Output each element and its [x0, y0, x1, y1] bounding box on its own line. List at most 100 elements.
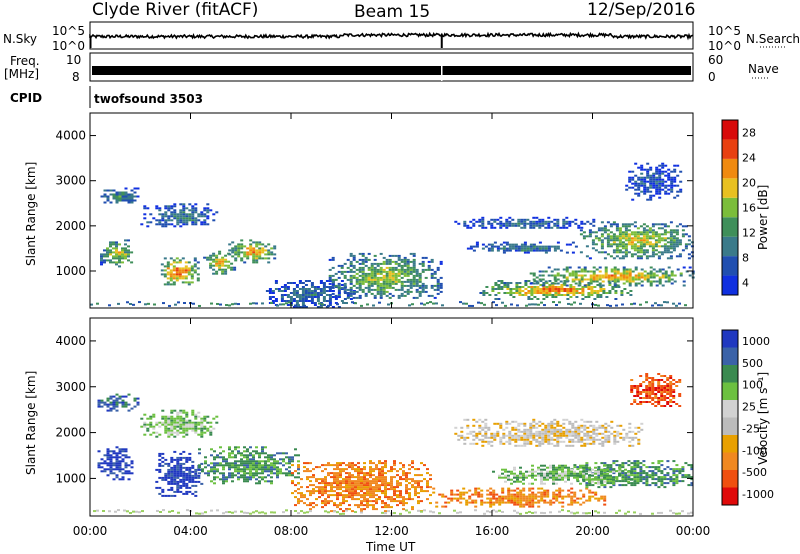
velocity-cell: [535, 422, 539, 425]
velocity-cell: [456, 493, 460, 496]
power-cell: [544, 247, 548, 250]
power-cell: [127, 197, 131, 200]
power-cell: [301, 288, 305, 290]
velocity-cell: [234, 462, 237, 465]
velocity-cell: [402, 464, 405, 467]
velocity-cell: [115, 403, 119, 406]
power-cell: [572, 292, 576, 294]
velocity-cell: [408, 478, 411, 481]
power-cell: [676, 164, 680, 167]
velocity-cell: [651, 381, 655, 383]
velocity-cell: [209, 431, 213, 434]
power-cell: [215, 260, 219, 263]
power-cell: [212, 272, 216, 275]
power-cell: [206, 217, 210, 220]
power-cell: [313, 294, 317, 296]
velocity-cell: [639, 401, 643, 403]
velocity-cell: [621, 464, 625, 467]
power-cell: [675, 237, 679, 240]
power-near-range-cell: [468, 304, 471, 307]
velocity-cell: [564, 495, 568, 498]
velocity-cell: [191, 460, 195, 463]
velocity-cell: [203, 431, 207, 434]
velocity-cell: [408, 496, 411, 499]
velocity-cell: [276, 462, 279, 465]
velocity-cell: [592, 424, 596, 427]
velocity-cell: [240, 454, 243, 457]
velocity-cell: [520, 430, 524, 433]
power-cell: [596, 296, 600, 298]
freq-unit-label: [MHz]: [4, 67, 40, 81]
power-cell: [554, 294, 558, 296]
velocity-cell: [657, 389, 661, 391]
power-cell: [517, 245, 521, 248]
velocity-cell: [384, 460, 387, 463]
power-cell: [678, 241, 682, 244]
velocity-cell: [357, 494, 360, 497]
power-cell: [394, 260, 398, 263]
velocity-cell: [124, 472, 128, 475]
power-cell: [532, 245, 536, 248]
power-cell: [562, 226, 566, 229]
power-ytick-label: 4000: [55, 129, 86, 143]
power-cell: [172, 261, 176, 264]
power-cell: [529, 247, 533, 250]
velocity-cell: [185, 433, 189, 436]
velocity-cell: [609, 486, 613, 489]
velocity-cell: [309, 490, 312, 493]
velocity-cell: [297, 502, 300, 505]
power-cell: [550, 245, 554, 248]
power-cell: [161, 223, 165, 226]
velocity-cell: [687, 476, 691, 479]
power-cell: [690, 255, 694, 258]
power-cell: [376, 290, 380, 293]
velocity-cell: [121, 454, 125, 457]
velocity-cell: [216, 476, 219, 479]
velocity-cell: [634, 432, 638, 435]
velocity-cell: [118, 460, 122, 463]
velocity-cell: [300, 500, 303, 503]
velocity-cell: [633, 401, 637, 403]
velocity-cell: [164, 415, 168, 418]
power-near-range-cell: [426, 302, 429, 305]
velocity-cell: [405, 502, 408, 505]
velocity-cell: [179, 452, 183, 455]
power-near-range-cell: [558, 301, 561, 304]
velocity-cell: [312, 484, 315, 487]
power-cell: [512, 292, 516, 294]
power-cell: [606, 253, 610, 256]
power-cell: [243, 245, 247, 248]
power-cell: [511, 224, 515, 227]
velocity-cell: [514, 440, 518, 443]
velocity-cell: [405, 488, 408, 491]
power-cell: [518, 286, 522, 288]
power-cell: [611, 286, 615, 288]
power-cell: [367, 252, 371, 255]
velocity-cell: [523, 432, 527, 435]
velocity-cell: [390, 506, 393, 509]
power-cell: [625, 278, 629, 281]
power-cell: [252, 253, 256, 256]
power-cell: [382, 276, 386, 279]
velocity-cell: [330, 486, 333, 489]
power-cell: [618, 249, 622, 252]
power-cell: [654, 249, 658, 252]
power-cell: [109, 189, 113, 192]
velocity-cell: [493, 422, 497, 425]
velocity-cell: [597, 476, 601, 479]
power-cell: [385, 286, 389, 289]
velocity-cell: [444, 501, 448, 504]
velocity-cell: [495, 501, 499, 504]
power-cell: [361, 258, 365, 261]
power-cell: [548, 286, 552, 288]
power-cell: [619, 276, 623, 279]
power-near-range-cell: [216, 302, 219, 305]
velocity-cell: [182, 450, 186, 453]
velocity-cell: [532, 424, 536, 427]
power-cell: [634, 268, 638, 271]
velocity-cell: [526, 430, 530, 433]
velocity-cell: [170, 470, 174, 473]
power-cell: [538, 241, 542, 244]
velocity-cell: [324, 484, 327, 487]
power-cell: [618, 243, 622, 246]
